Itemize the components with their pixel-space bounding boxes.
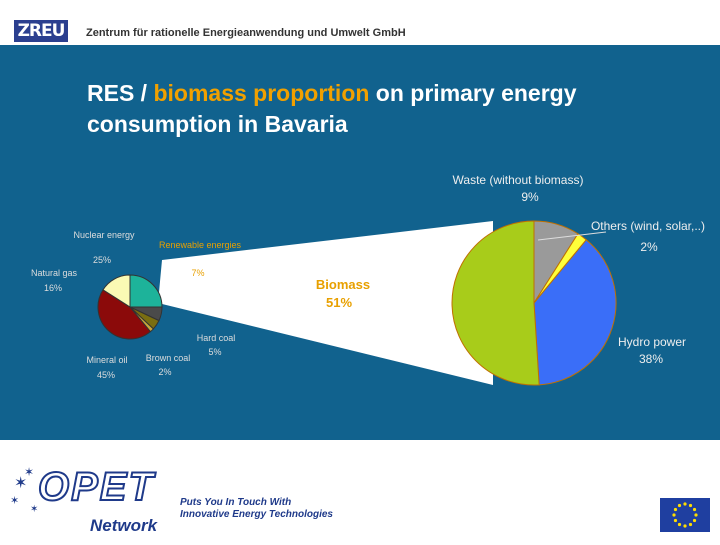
- pie-slice-biomass: [451, 220, 540, 386]
- label-others: Others (wind, solar,..): [591, 219, 705, 233]
- value-renewable: 7%: [191, 268, 204, 278]
- title-part1: RES /: [87, 80, 154, 106]
- footer-graphics: ✶ ✶ ✶ ✶ OPET Network Puts You In Touch W…: [10, 464, 710, 535]
- label-nuclear-1: Nuclear energy: [73, 230, 135, 240]
- value-biomass: 51%: [326, 295, 352, 310]
- label-biomass: Biomass: [316, 277, 370, 292]
- value-hardcoal: 5%: [208, 347, 221, 357]
- label-hardcoal: Hard coal: [197, 333, 236, 343]
- label-naturalgas: Natural gas: [31, 268, 78, 278]
- pie-slice-nuclear-energy: [129, 274, 163, 308]
- label-waste: Waste (without biomass): [453, 173, 584, 187]
- value-others: 2%: [640, 240, 658, 254]
- value-hydro: 38%: [639, 352, 663, 366]
- value-mineraloil: 45%: [97, 370, 115, 380]
- svg-text:✶: ✶: [10, 494, 19, 507]
- footer: ✶ ✶ ✶ ✶ OPET Network Puts You In Touch W…: [0, 440, 720, 540]
- value-waste: 9%: [521, 190, 539, 204]
- title-part2: on primary energy consumption in Bavaria: [87, 80, 577, 137]
- pie-slice-mineral-oil: [97, 289, 152, 340]
- value-browncoal: 2%: [158, 367, 171, 377]
- slide-title: RES / biomass proportion on primary ener…: [87, 78, 647, 140]
- renewables-pie: [451, 220, 617, 386]
- leader-others: [537, 231, 607, 241]
- opet-logo: OPET: [38, 465, 156, 509]
- slogan-line1: Puts You In Touch With: [180, 497, 291, 508]
- title-highlight: biomass proportion: [153, 80, 370, 106]
- pie-charts: Nuclear energy 25% Renewable energies 7%…: [31, 173, 705, 386]
- value-naturalgas: 16%: [44, 283, 62, 293]
- network-logo: Network: [90, 516, 159, 535]
- zreu-logo: ZREU: [14, 20, 68, 42]
- explode-connector: [158, 221, 493, 385]
- label-hydro: Hydro power: [618, 335, 686, 349]
- svg-text:✶: ✶: [14, 473, 27, 492]
- primary-energy-pie: [97, 274, 163, 340]
- label-browncoal: Brown coal: [146, 353, 191, 363]
- slide: RES / biomass proportion on primary ener…: [0, 45, 720, 440]
- svg-text:✶: ✶: [30, 504, 38, 515]
- value-nuclear: 25%: [93, 255, 111, 265]
- opet-stars-icon: ✶ ✶ ✶ ✶: [10, 465, 38, 515]
- label-renewable: Renewable energies: [159, 240, 242, 250]
- svg-text:✶: ✶: [24, 465, 34, 479]
- eu-flag-icon: [660, 498, 710, 532]
- pie-slice-hydro-power: [533, 239, 617, 386]
- pie-slice-natural-gas: [102, 274, 131, 308]
- header: ZREU Zentrum für rationelle Energieanwen…: [0, 0, 720, 45]
- organization-name: Zentrum für rationelle Energieanwendung …: [86, 27, 406, 39]
- label-mineraloil: Mineral oil: [86, 355, 127, 365]
- slogan-line2: Innovative Energy Technologies: [180, 509, 333, 520]
